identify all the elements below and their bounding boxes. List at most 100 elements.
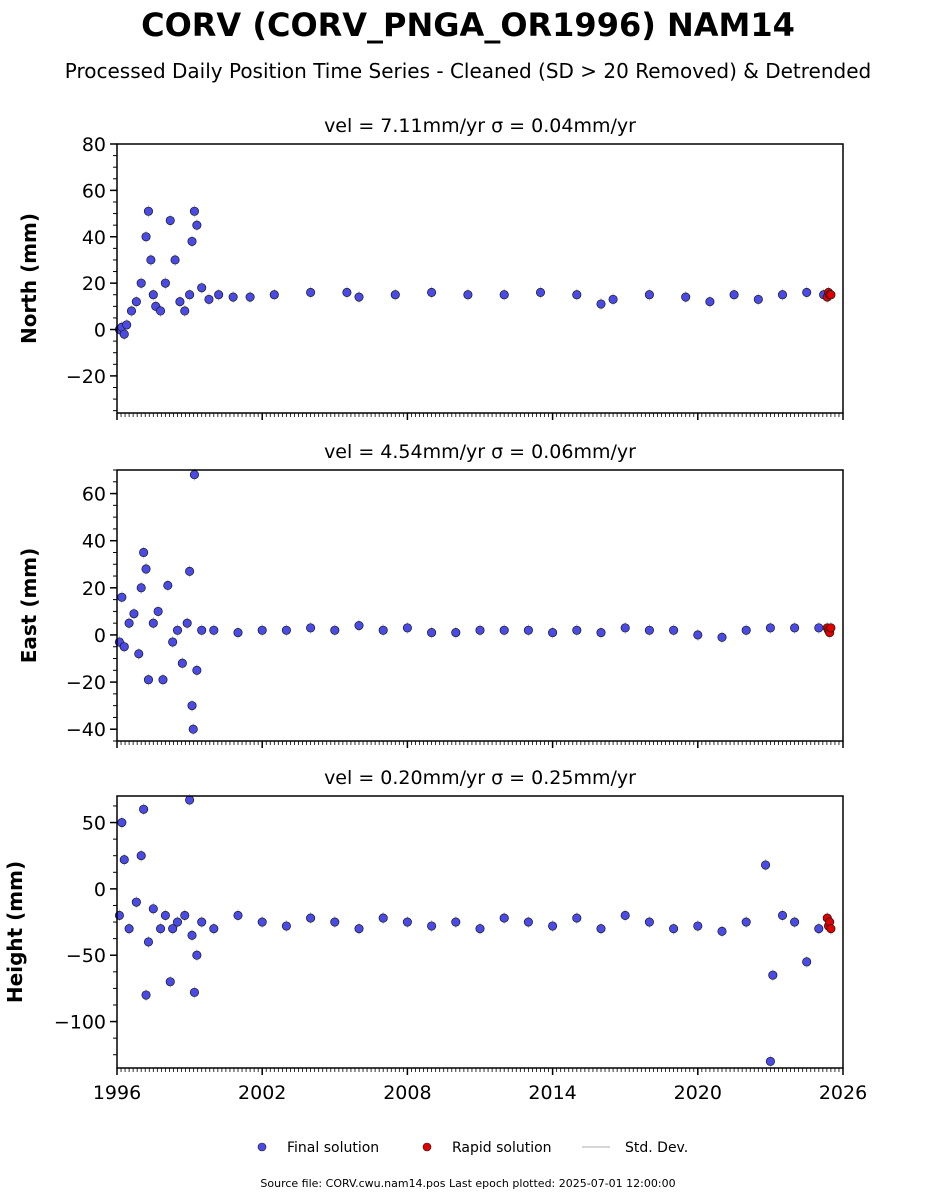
legend-item-final: Final solution <box>257 1140 379 1156</box>
y-tick-label: 0 <box>94 320 106 342</box>
data-point <box>136 583 146 593</box>
data-point <box>189 987 199 997</box>
data-point <box>269 290 279 300</box>
data-point <box>765 623 775 633</box>
data-point <box>717 926 727 936</box>
data-point <box>233 910 243 920</box>
data-point <box>185 795 195 805</box>
data-point <box>790 917 800 927</box>
data-point <box>245 292 255 302</box>
data-point <box>354 292 364 302</box>
data-point <box>119 642 129 652</box>
y-tick-label: −40 <box>66 719 106 741</box>
data-point <box>168 924 178 934</box>
data-point <box>644 917 654 927</box>
legend-label: Std. Dev. <box>625 1140 688 1156</box>
data-point <box>197 625 207 635</box>
data-point <box>170 255 180 265</box>
legend: Final solution Rapid solution Std. Dev. <box>257 1140 688 1156</box>
data-point <box>187 701 197 711</box>
data-point <box>390 290 400 300</box>
y-tick-label: −100 <box>54 1012 106 1034</box>
panel-title-north: vel = 7.11mm/yr σ = 0.04mm/yr <box>324 115 636 137</box>
data-point <box>451 628 461 638</box>
panel-east: vel = 4.54mm/yr σ = 0.06mm/yr East (mm) −4… <box>17 441 844 748</box>
data-point <box>122 320 132 330</box>
data-point <box>402 623 412 633</box>
data-point <box>330 625 340 635</box>
y-axis-label-east: East (mm) <box>17 548 41 664</box>
data-point <box>153 606 163 616</box>
data-point <box>596 299 606 309</box>
data-point <box>148 618 158 628</box>
data-point <box>596 924 606 934</box>
y-tick-label: −20 <box>66 672 106 694</box>
legend-marker <box>422 1142 432 1152</box>
data-point <box>182 618 192 628</box>
data-point <box>124 924 134 934</box>
data-point <box>139 547 149 558</box>
data-point <box>214 290 224 300</box>
data-point <box>499 625 509 635</box>
data-point <box>192 220 202 230</box>
data-point <box>228 292 238 302</box>
data-point <box>143 675 154 685</box>
data-point <box>168 637 178 647</box>
data-point <box>306 623 316 633</box>
data-point <box>523 625 533 635</box>
data-point <box>306 287 316 297</box>
data-point <box>330 917 340 927</box>
y-ticks-east: −40 −20 0 20 40 60 <box>66 469 117 742</box>
panel-height: vel = 0.20mm/yr σ = 0.25mm/yr Height (mm)… <box>3 767 867 1104</box>
data-point <box>124 618 134 628</box>
x-ticks-east <box>116 741 844 748</box>
std-dev-bars-east <box>118 468 832 736</box>
data-point <box>342 287 352 297</box>
data-point <box>192 950 202 960</box>
data-point <box>148 290 158 300</box>
data-point <box>192 665 202 675</box>
data-point <box>705 297 715 307</box>
data-point <box>523 917 533 927</box>
y-ticks-north: −20 0 20 40 60 80 <box>66 134 117 412</box>
std-dev-bars-north <box>118 205 832 341</box>
data-point <box>257 917 267 927</box>
data-point <box>729 290 739 300</box>
y-ticks-height: −100 −50 0 50 <box>54 805 117 1056</box>
data-point <box>826 290 836 300</box>
panel-title-east: vel = 4.54mm/yr σ = 0.06mm/yr <box>324 441 636 463</box>
data-point <box>693 630 703 640</box>
data-point <box>669 924 679 934</box>
data-point <box>378 913 388 923</box>
y-tick-label: 40 <box>82 531 106 553</box>
y-tick-label: 0 <box>94 879 106 901</box>
panel-title-height: vel = 0.20mm/yr σ = 0.25mm/yr <box>324 767 636 789</box>
data-point <box>620 623 630 633</box>
data-point <box>802 287 812 297</box>
y-tick-label: 20 <box>82 578 106 600</box>
data-point <box>165 215 175 226</box>
data-point <box>163 580 173 591</box>
data-point <box>187 930 197 940</box>
data-point <box>257 625 267 635</box>
x-tick-label: 2008 <box>383 1082 431 1104</box>
data-point <box>768 970 778 980</box>
series-rapid-north <box>822 287 836 302</box>
data-point <box>814 623 824 633</box>
data-point <box>131 297 141 307</box>
data-point <box>427 287 437 297</box>
data-point <box>197 283 207 293</box>
y-tick-label: 20 <box>82 273 106 295</box>
data-point <box>129 609 139 619</box>
data-point <box>117 592 127 602</box>
y-tick-label: 50 <box>82 813 106 835</box>
data-point <box>354 924 364 934</box>
data-point <box>187 236 197 246</box>
data-point <box>572 625 582 635</box>
data-point <box>158 675 168 685</box>
data-point <box>669 625 679 635</box>
data-point <box>139 804 149 814</box>
data-point <box>141 232 151 242</box>
data-point <box>185 290 195 300</box>
